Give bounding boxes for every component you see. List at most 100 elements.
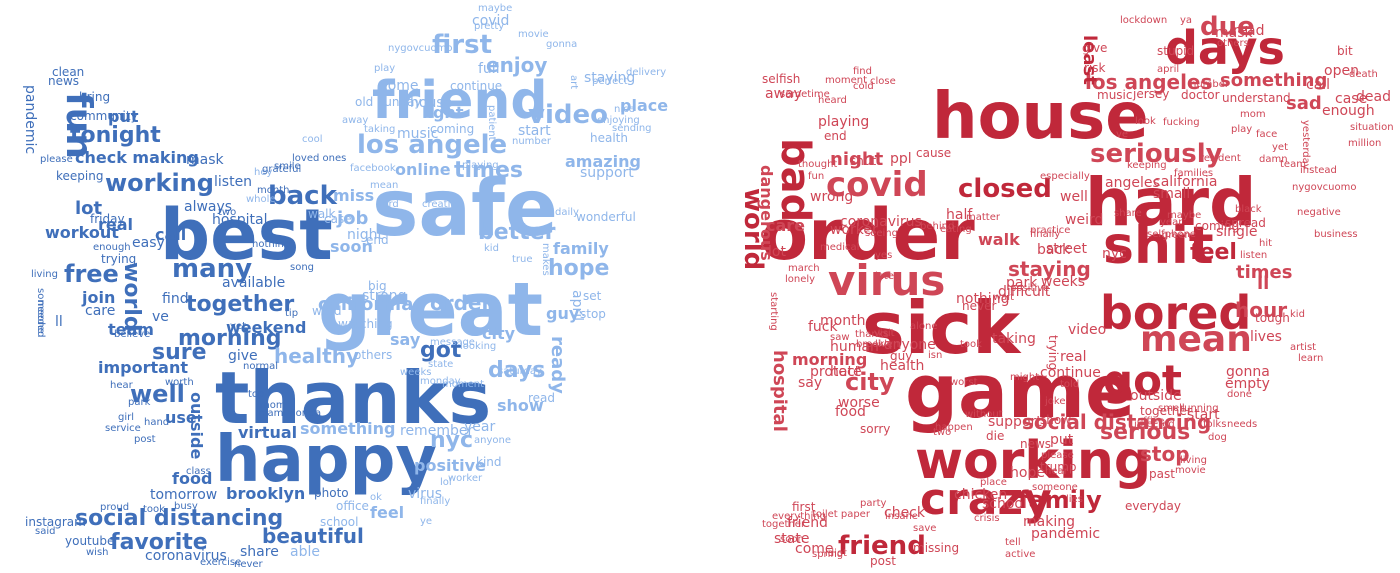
word-running: running [1180, 403, 1219, 414]
word-learn: learn [1298, 353, 1324, 364]
word-pandemic: pandemic [22, 85, 38, 155]
word-thought: thought [798, 159, 838, 170]
word-protect: protect [810, 364, 861, 380]
word-support: support [988, 414, 1042, 430]
word-patient: patient [486, 105, 497, 141]
word-soon: soon [330, 237, 373, 256]
word-outside: outside [1130, 388, 1182, 404]
word-california: california [1153, 174, 1218, 190]
word-hand: hand [144, 417, 170, 428]
word-food: food [835, 404, 866, 420]
word-hope: hope [1010, 465, 1045, 481]
word-year: year [464, 419, 496, 435]
word-stop: stop [1140, 442, 1190, 466]
word-give: give [228, 348, 258, 364]
word-friend: friend [372, 71, 548, 131]
word-friday: friday [90, 212, 125, 226]
word-come: come [795, 541, 834, 557]
word-park: park [1006, 275, 1038, 291]
word-video: video [1068, 322, 1107, 338]
word-folks: folks [1203, 419, 1227, 430]
word-late: late [875, 271, 894, 282]
word-busy: busy [174, 501, 198, 512]
word-mom: mom [1240, 109, 1266, 120]
word-nice: nice [614, 104, 635, 115]
word-year: year [1160, 217, 1183, 228]
word-community: community [70, 109, 138, 123]
word-enjoying: enjoying [597, 115, 640, 126]
word-finally: finally [420, 496, 451, 507]
word-trying: trying [1046, 335, 1060, 371]
word-lol: lol [440, 477, 452, 488]
word-others: others [1217, 38, 1249, 49]
word-saw: saw [830, 332, 850, 343]
word-look: look [1135, 116, 1156, 127]
word-living: living [31, 269, 58, 280]
word-hospital: hospital [769, 350, 790, 432]
word-covid: covid [826, 165, 928, 205]
word-music: music [1097, 88, 1133, 102]
word-lies: lies [1066, 494, 1083, 505]
word-soon: soon [780, 534, 804, 545]
word-fuck: fuck [808, 319, 838, 335]
word-positive: positive [414, 456, 486, 475]
word-told: told [1060, 379, 1080, 390]
word-read: read [528, 391, 556, 405]
word-two: two [933, 427, 952, 438]
word-ll: ll [1257, 273, 1270, 294]
word-taking: taking [992, 331, 1036, 347]
word-joke: joke [1045, 396, 1066, 407]
word-brooklyn: brooklyn [856, 339, 900, 350]
word-world: world [119, 262, 144, 332]
word-remember: remember [400, 423, 474, 439]
word-guy: guy [546, 304, 580, 323]
word-keeping: keeping [56, 169, 104, 183]
word-miss: miss [333, 186, 375, 205]
word-morning: morning [178, 326, 282, 351]
word-light: light [422, 103, 464, 122]
word-lot: lot [75, 198, 103, 219]
word-risk: risk [1084, 61, 1106, 75]
word-give: give [1082, 41, 1108, 55]
word-share: share [240, 544, 279, 560]
word-eating: eating [940, 224, 972, 235]
word-ppl: ppl [890, 151, 912, 167]
word-monday: monday [420, 376, 461, 387]
word-social-distancing: social distancing [1022, 410, 1212, 434]
word-resident: resident [1200, 153, 1241, 164]
word-never: never [962, 299, 997, 313]
word-wish: wish [86, 547, 109, 558]
word-hard: hard [1085, 164, 1257, 241]
word-lonely: lonely [785, 274, 816, 285]
word-job: job [337, 208, 369, 229]
word-worse: worse [838, 395, 880, 411]
word-infected: infected [1134, 419, 1175, 430]
word-better: better [478, 220, 556, 245]
word-school: school [320, 515, 359, 529]
word-anyone: anyone [474, 435, 511, 446]
word-missing: missing [913, 541, 960, 555]
word-starting: starting [768, 292, 779, 331]
word-someone: someone [35, 288, 46, 334]
word-idiot: idiot [825, 548, 847, 559]
word-first: first [432, 30, 492, 60]
word-beautiful: beautiful [262, 524, 364, 548]
word-moment: moment [825, 75, 868, 86]
word-normal: normal [243, 361, 279, 372]
word-case: case [324, 212, 352, 226]
word-gonna: gonna [1226, 364, 1270, 380]
word-smell: smell [1158, 403, 1185, 414]
word-nothing: nothing [252, 239, 291, 250]
word-coronavirus: coronavirus [145, 548, 227, 564]
word-black: black [1235, 204, 1262, 215]
word-guy: guy [890, 349, 913, 363]
word-maybe: maybe [1167, 210, 1202, 221]
word-taking: taking [364, 124, 396, 135]
word-got: got [1103, 356, 1182, 405]
word-wait: wait [993, 292, 1015, 303]
word-game: game [905, 349, 1136, 435]
word-families: families [1174, 168, 1214, 179]
word-walk: walk [308, 207, 336, 221]
word-sad: sad [1286, 93, 1322, 114]
word-show: show [1040, 413, 1072, 427]
